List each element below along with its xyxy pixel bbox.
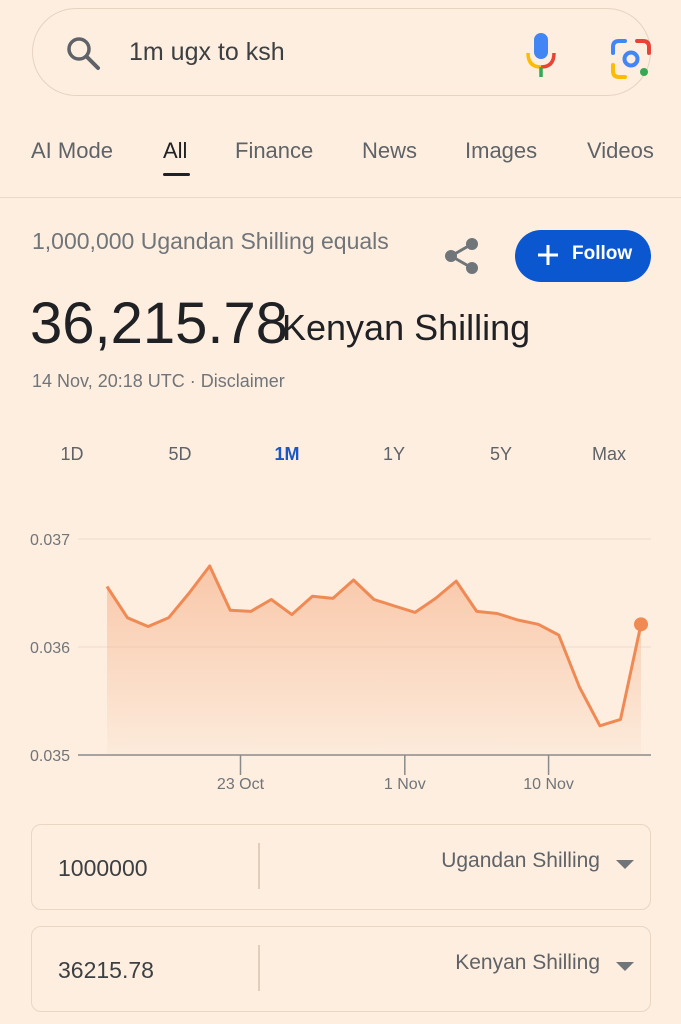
search-icon[interactable] [63,33,103,73]
microphone-icon[interactable] [521,31,561,79]
chart-point [516,618,520,622]
chart-point [393,604,397,608]
chart-point [475,609,479,613]
chart-point [310,594,314,598]
tab-news[interactable]: News [362,138,418,163]
exchange-rate-chart[interactable]: 0.037 0.036 0.035 23 Oct 1 Nov 10 Nov [0,520,681,810]
search-tabs: AI Mode All Finance News Images Videos [0,128,681,198]
y-tick-label: 0.037 [30,532,70,549]
from-currency-select[interactable]: Ugandan Shilling [441,849,600,872]
chevron-down-icon[interactable] [616,860,634,869]
converter-divider [258,945,260,991]
chart-point [577,685,581,689]
tab-ai-mode[interactable]: AI Mode [31,138,113,163]
to-currency-select[interactable]: Kenyan Shilling [455,951,600,974]
chart-point [228,608,232,612]
search-input[interactable]: 1m ugx to ksh [129,38,285,66]
converter-from: 1000000 Ugandan Shilling [31,824,651,910]
follow-label: Follow [572,243,633,264]
chart-point [146,624,150,628]
share-icon[interactable] [442,236,482,276]
tab-finance[interactable]: Finance [235,138,314,163]
tab-all[interactable]: All [163,138,188,163]
chart-point [208,564,212,568]
y-tick-label: 0.036 [30,640,70,657]
plus-icon [538,245,558,265]
chart-point [290,613,294,617]
range-1y[interactable]: 1Y [382,444,406,464]
range-max[interactable]: Max [591,444,626,464]
chart-point [413,610,417,614]
from-amount-input[interactable]: 1000000 [58,855,148,881]
chart-area-fill [107,566,641,755]
y-tick-label: 0.035 [30,748,70,765]
chart-point [557,633,561,637]
x-tick-label: 23 Oct [217,776,265,793]
x-tick-label: 10 Nov [523,776,574,793]
converter-divider [258,843,260,889]
chevron-down-icon[interactable] [616,962,634,971]
chart-point [187,591,191,595]
timestamp-disclaimer[interactable]: 14 Nov, 20:18 UTC · Disclaimer [32,371,285,391]
chart-line [105,564,643,728]
follow-button[interactable]: Follow [515,230,651,282]
chart-point [618,717,622,721]
chart-point [454,579,458,583]
chart-point [372,597,376,601]
chart-point [269,597,273,601]
chart-point [167,616,171,620]
conversion-rate: 36,215.78 [30,291,289,356]
chart-point [331,596,335,600]
chart-current-point[interactable] [634,617,648,632]
chart-point [495,612,499,616]
lens-icon[interactable] [609,37,653,81]
range-1m[interactable]: 1M [274,444,300,464]
range-1d[interactable]: 1D [60,444,84,464]
target-currency-name: Kenyan Shilling [282,307,531,348]
conversion-source-text: 1,000,000 Ugandan Shilling equals [32,228,389,254]
to-amount-input[interactable]: 36215.78 [58,957,154,983]
chart-point [598,724,602,728]
range-5y[interactable]: 5Y [489,444,513,464]
tab-images[interactable]: Images [465,138,538,163]
chart-point [434,596,438,600]
converter-to: 36215.78 Kenyan Shilling [31,926,651,1012]
chart-point [249,609,253,613]
search-bar[interactable]: 1m ugx to ksh [32,8,651,96]
chart-point [105,585,109,589]
chart-point [351,578,355,582]
chart-point [126,616,130,620]
x-tick-label: 1 Nov [384,776,426,793]
range-5d[interactable]: 5D [168,444,192,464]
tab-videos[interactable]: Videos [587,138,654,163]
active-tab-indicator [163,173,190,176]
chart-point [536,622,540,626]
